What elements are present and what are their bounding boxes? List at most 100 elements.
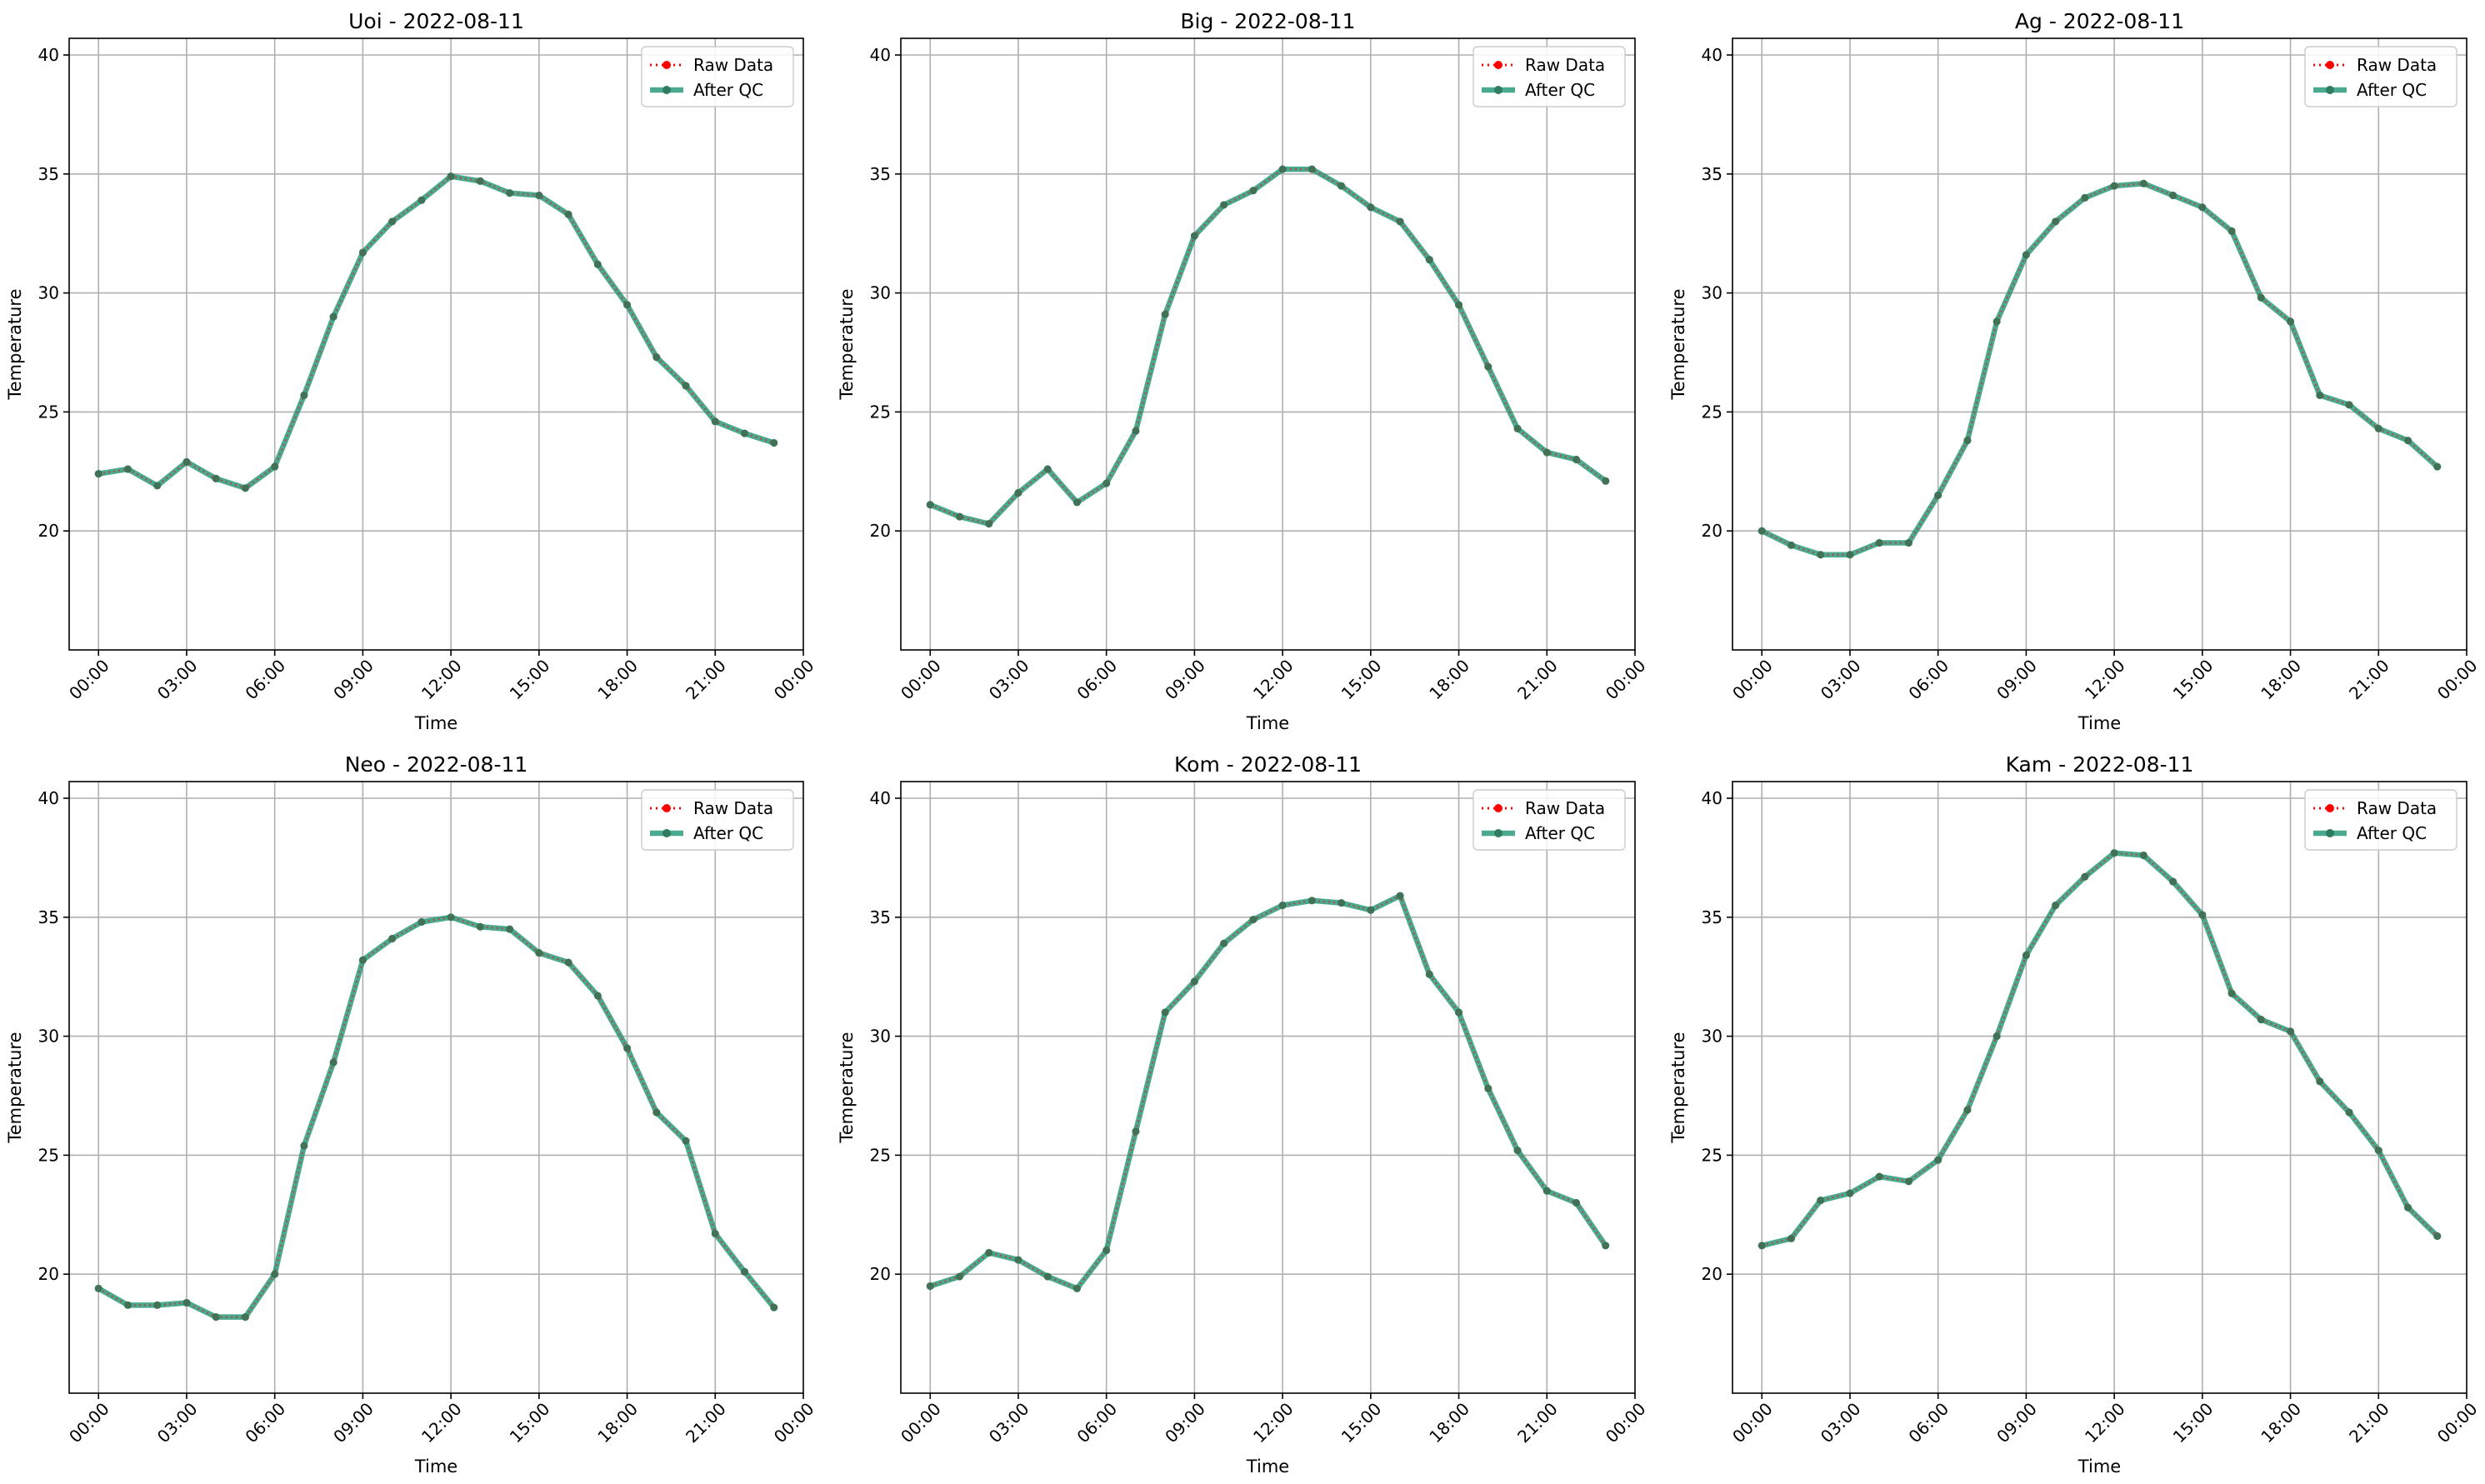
point-after-qc [2228,227,2236,235]
point-after-qc [2022,251,2030,259]
legend: Raw Data After QC [2304,46,2458,107]
legend-label-after-qc: After QC [693,823,763,843]
point-after-qc [182,457,191,466]
legend-marker-raw-data [662,61,671,69]
point-after-qc [2286,1027,2295,1036]
x-tick-label: 18:00 [1425,1399,1473,1447]
y-tick-label: 30 [1702,283,1722,303]
legend: Raw Data After QC [641,789,794,851]
legend-marker-after-qc [1494,86,1502,94]
point-after-qc [1308,165,1316,173]
axes-frame [1732,37,2468,651]
point-after-qc [1367,203,1375,212]
point-after-qc [212,1313,220,1322]
point-after-qc [1454,1008,1463,1017]
y-tick-label: 35 [38,907,59,927]
x-tick-label: 21:00 [1513,656,1562,704]
point-after-qc [94,1284,102,1292]
point-after-qc [1787,541,1796,549]
point-after-qc [2433,462,2442,471]
series-line-after-qc [1758,850,2441,1249]
series-line-raw-data [98,175,775,490]
x-tick-label: 15:00 [1338,656,1386,704]
point-after-qc [955,512,964,521]
point-after-qc [770,438,778,447]
point-after-qc [2433,1232,2442,1241]
y-axis-label: Temperature [1668,288,1688,400]
point-after-qc [2139,179,2148,187]
point-after-qc [2403,1203,2412,1212]
point-after-qc [1338,899,1346,907]
series-line-raw-data [98,916,775,1318]
point-after-qc [1758,1242,1766,1250]
point-after-qc [1072,498,1082,507]
axes-frame [900,781,1636,1394]
x-tick-label: 06:00 [1904,1399,1952,1447]
x-tick-label: 12:00 [2081,656,2129,704]
subplot-title: Ag - 2022-08-11 [2015,9,2184,33]
series-line-raw-data [929,167,1607,525]
subplot-title: Big - 2022-08-11 [1180,9,1355,33]
y-tick-label: 35 [1702,907,1722,927]
point-after-qc [926,501,934,509]
x-tick-label: 09:00 [1161,1399,1209,1447]
legend-label-raw-data: Raw Data [1525,55,1605,75]
point-after-qc [300,1142,308,1150]
legend: Raw Data After QC [1472,789,1626,851]
series-line-after-qc [95,914,778,1320]
point-after-qc [241,1313,250,1322]
point-after-qc [1190,977,1198,986]
legend-label-raw-data: Raw Data [693,798,773,818]
y-tick-label: 30 [38,283,59,303]
x-tick-label: 09:00 [1992,656,2041,704]
axes-frame [900,37,1636,651]
point-after-qc [182,1298,191,1307]
y-tick-label: 35 [38,164,59,184]
point-after-qc [358,248,367,257]
legend-label-raw-data: Raw Data [2357,55,2437,75]
point-after-qc [711,1230,719,1238]
x-tick-label: 12:00 [418,1399,466,1447]
point-after-qc [418,917,426,927]
point-after-qc [153,1301,162,1309]
point-after-qc [2110,849,2118,857]
axes-frame [1732,781,2468,1394]
point-after-qc [1875,538,1883,547]
x-tick-label: 03:00 [1817,656,1865,704]
x-tick-label: 00:00 [897,1399,945,1447]
x-tick-label: 03:00 [985,1399,1033,1447]
point-after-qc [506,925,514,933]
x-tick-label: 21:00 [682,656,730,704]
legend-marker-after-qc [1494,829,1502,837]
point-after-qc [1338,182,1346,190]
point-after-qc [1102,479,1111,487]
y-axis-label: Temperature [5,1032,25,1143]
x-tick-label: 12:00 [418,656,466,704]
x-tick-label: 09:00 [329,656,378,704]
legend-marker-raw-data [1494,804,1502,812]
point-after-qc [1846,1189,1854,1197]
point-after-qc [535,949,543,957]
point-after-qc [1043,465,1052,473]
point-after-qc [2257,1016,2265,1024]
point-after-qc [1132,427,1140,435]
x-axis-label: Time [1246,1457,1289,1477]
y-axis-label: Temperature [837,288,857,400]
x-tick-label: 15:00 [506,1399,554,1447]
x-tick-label: 00:00 [1728,1399,1777,1447]
point-after-qc [1513,1147,1522,1155]
point-after-qc [985,520,993,528]
legend-marker-raw-data [662,804,671,812]
point-after-qc [711,417,719,426]
point-after-qc [1396,217,1404,226]
point-after-qc [1992,1032,2001,1041]
point-after-qc [2110,182,2118,190]
x-axis-label: Time [2078,713,2121,733]
point-after-qc [564,958,572,967]
point-after-qc [740,429,749,437]
y-tick-label: 40 [870,788,891,808]
point-after-qc [1072,1284,1082,1292]
y-tick-label: 25 [38,1145,59,1165]
y-tick-label: 40 [38,788,59,808]
y-tick-label: 25 [1702,402,1722,422]
